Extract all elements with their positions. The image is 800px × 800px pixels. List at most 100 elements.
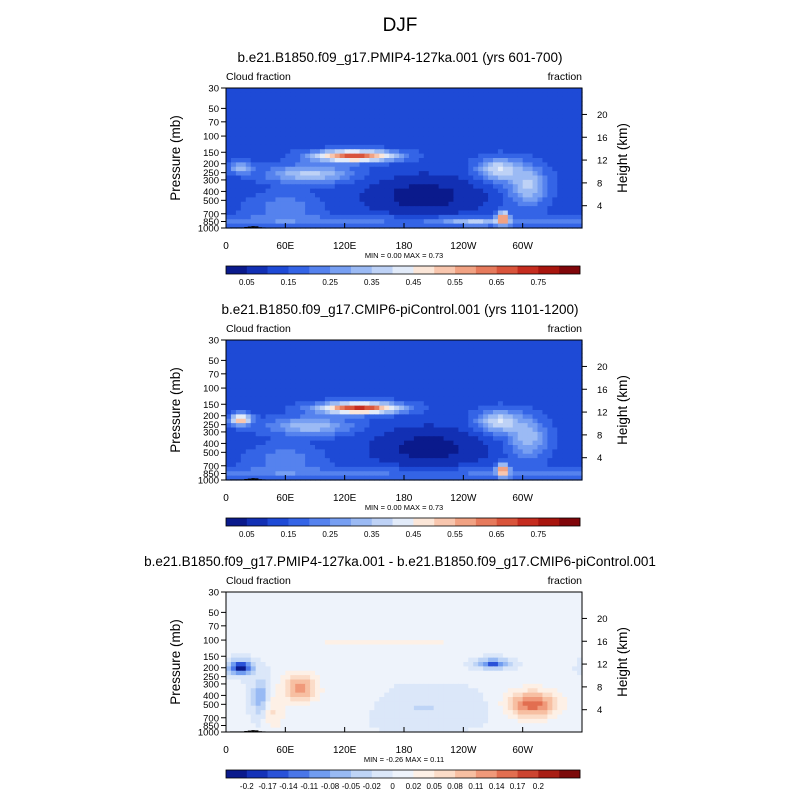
heatmap-cell [522, 201, 529, 207]
heatmap-cell [344, 453, 351, 459]
heatmap-cell [270, 118, 277, 124]
heatmap-cell [354, 88, 361, 93]
heatmap-cell [310, 466, 316, 472]
heatmap-cell [502, 379, 509, 385]
heatmap-cell [250, 353, 257, 359]
heatmap-cell [463, 414, 469, 420]
heatmap-cell [473, 153, 479, 159]
heatmap-cell [507, 596, 514, 602]
heatmap-cell [428, 353, 435, 359]
heatmap-cell [270, 396, 277, 402]
heatmap-cell [552, 379, 558, 385]
heatmap-cell [399, 131, 405, 137]
heatmap-cell [399, 223, 405, 229]
heatmap-cell [507, 348, 514, 354]
heatmap-cell [300, 475, 306, 481]
heatmap-cell [270, 453, 277, 459]
heatmap-cell [290, 370, 296, 376]
heatmap-cell [463, 375, 469, 380]
heatmap-cell [497, 114, 504, 120]
heatmap-cell [364, 388, 370, 394]
heatmap-cell [552, 136, 558, 142]
heatmap-cell [255, 210, 262, 216]
heatmap-cell [493, 105, 499, 111]
heatmap-cell [324, 175, 331, 181]
heatmap-cell [542, 201, 548, 207]
heatmap-cell [295, 105, 301, 111]
heatmap-cell [483, 392, 489, 398]
heatmap-cell [270, 440, 277, 446]
heatmap-cell [255, 179, 262, 185]
heatmap-cell [468, 418, 474, 424]
heatmap-cell [310, 136, 316, 142]
page-title: DJF [383, 15, 418, 36]
heatmap-cell [315, 592, 321, 597]
heatmap-cell [240, 392, 247, 398]
heatmap-cell [502, 201, 509, 207]
heatmap-cell [458, 596, 464, 602]
heatmap-cell [245, 600, 252, 606]
heatmap-cell [344, 379, 351, 385]
heatmap-cell [285, 445, 291, 450]
heatmap-cell [260, 197, 267, 203]
colorbar-swatch [267, 518, 289, 526]
heatmap-cell [270, 366, 277, 372]
heatmap-cell [226, 348, 232, 354]
heatmap-cell [265, 375, 272, 380]
heatmap-cell [438, 179, 445, 185]
heatmap-cell [260, 105, 267, 111]
heatmap-cell [319, 396, 326, 402]
heatmap-cell [260, 153, 267, 159]
y-tick-label: 700 [203, 209, 219, 220]
heatmap-cell [488, 101, 494, 107]
heatmap-cell [532, 410, 539, 415]
heatmap-cell [478, 197, 484, 203]
heatmap-cell [567, 370, 573, 376]
heatmap-cell [235, 201, 242, 207]
heatmap-cell [577, 418, 583, 424]
heatmap-cell [567, 366, 573, 372]
heatmap-cell [493, 144, 499, 150]
terrain-block [251, 226, 255, 228]
heatmap-cell [260, 136, 267, 142]
heatmap-cell [572, 101, 578, 107]
heatmap-cell [577, 340, 583, 345]
heatmap-cell [399, 357, 405, 363]
heatmap-cell [235, 144, 242, 150]
heatmap-cell [537, 453, 544, 459]
heatmap-cell [270, 392, 277, 398]
heatmap-cell [448, 592, 455, 597]
heatmap-cell [240, 414, 247, 420]
heatmap-cell [557, 118, 563, 124]
heatmap-cell [364, 370, 370, 376]
y-tick-label: 1000 [198, 224, 219, 235]
heatmap-cell [473, 219, 479, 225]
heatmap-cell [235, 388, 242, 394]
heatmap-cell [473, 600, 479, 606]
heatmap-cell [572, 184, 578, 190]
heatmap-cell [354, 431, 361, 437]
heatmap-cell [235, 414, 242, 420]
heatmap-cell [295, 405, 301, 411]
heatmap-cell [280, 396, 286, 402]
heatmap-cell [295, 149, 301, 155]
heatmap-cell [226, 366, 232, 372]
heatmap-cell [379, 392, 385, 398]
heatmap-cell [334, 193, 341, 198]
heatmap-cell [502, 136, 509, 142]
heatmap-cell [458, 136, 464, 142]
heatmap-cell [319, 401, 326, 407]
heatmap-cell [502, 414, 509, 420]
heatmap-cell [240, 219, 247, 225]
heatmap-cell [260, 88, 267, 93]
heatmap-cell [483, 418, 489, 424]
heatmap-cell [389, 445, 395, 450]
heatmap-cell [374, 340, 380, 345]
heatmap-cell [354, 427, 361, 433]
heatmap-cell [270, 592, 277, 597]
heatmap-cell [418, 370, 425, 376]
heatmap-cell [428, 162, 435, 168]
heatmap-cell [443, 401, 450, 407]
heatmap-cell [537, 206, 544, 212]
heatmap-cell [423, 114, 430, 120]
